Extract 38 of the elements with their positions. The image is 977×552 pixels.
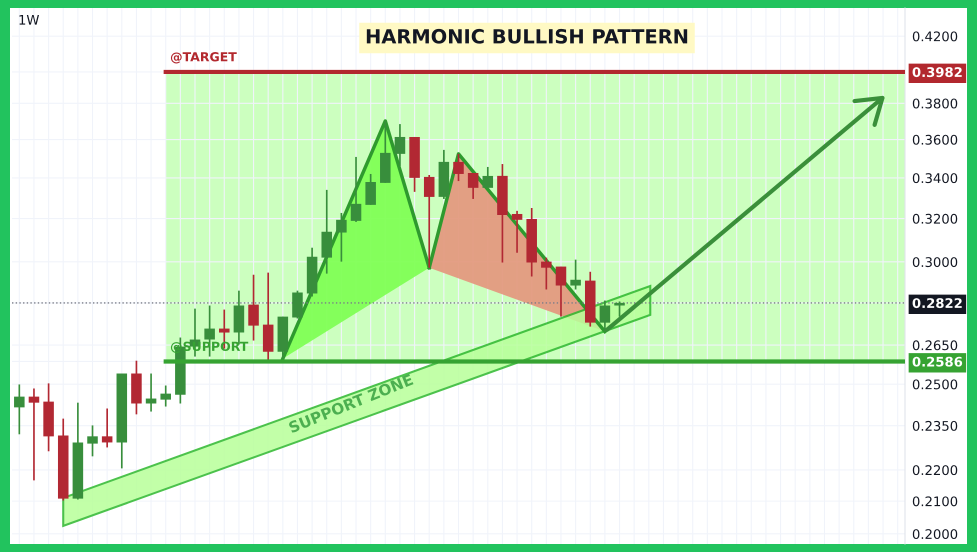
y-tick-label: 0.2822 — [912, 298, 962, 308]
candlestick — [160, 384, 171, 408]
candlestick — [512, 210, 522, 254]
candlestick — [14, 384, 25, 436]
y-tick-label: 0.2350 — [912, 420, 958, 431]
y-tick-label: 0.3600 — [912, 134, 958, 145]
y-tick-label: 0.2586 — [912, 356, 962, 367]
y-tick-label: 0.3400 — [912, 173, 958, 184]
text: HARMONIC BULLISH PATTERN — [366, 28, 688, 44]
candlestick — [146, 372, 156, 412]
y-tick-label: 0.2000 — [912, 529, 958, 540]
y-tick-label: 0.2500 — [912, 379, 958, 390]
candlestick — [556, 266, 566, 318]
y-tick-label: 0.3982 — [912, 67, 962, 78]
candlestick — [570, 258, 581, 290]
y-tick-label: 0.3800 — [912, 98, 958, 108]
candlestick — [453, 153, 464, 182]
candlestick — [336, 212, 347, 262]
candlestick — [87, 424, 98, 458]
candlestick — [482, 166, 494, 189]
y-tick-label: 0.2100 — [912, 496, 958, 506]
y-tick-label: 0.2650 — [912, 340, 958, 350]
candlestick — [365, 173, 376, 206]
ref-line-label: @TARGET — [170, 52, 237, 64]
candlestick — [468, 172, 478, 200]
y-tick-label: 0.4200 — [912, 31, 958, 42]
y-tick-label: 0.3000 — [912, 257, 958, 268]
candlestick — [350, 156, 362, 223]
candlestick — [424, 174, 434, 269]
chart-subtitle: 1W — [19, 15, 40, 25]
candlestick — [614, 300, 625, 318]
candlestick — [28, 388, 40, 482]
candlestick — [541, 256, 552, 290]
y-tick-label: 0.3200 — [912, 214, 958, 224]
candlestick — [394, 123, 406, 167]
candlestick — [102, 408, 112, 448]
candlestick — [248, 274, 259, 342]
y-tick-label: 0.2200 — [912, 465, 958, 476]
